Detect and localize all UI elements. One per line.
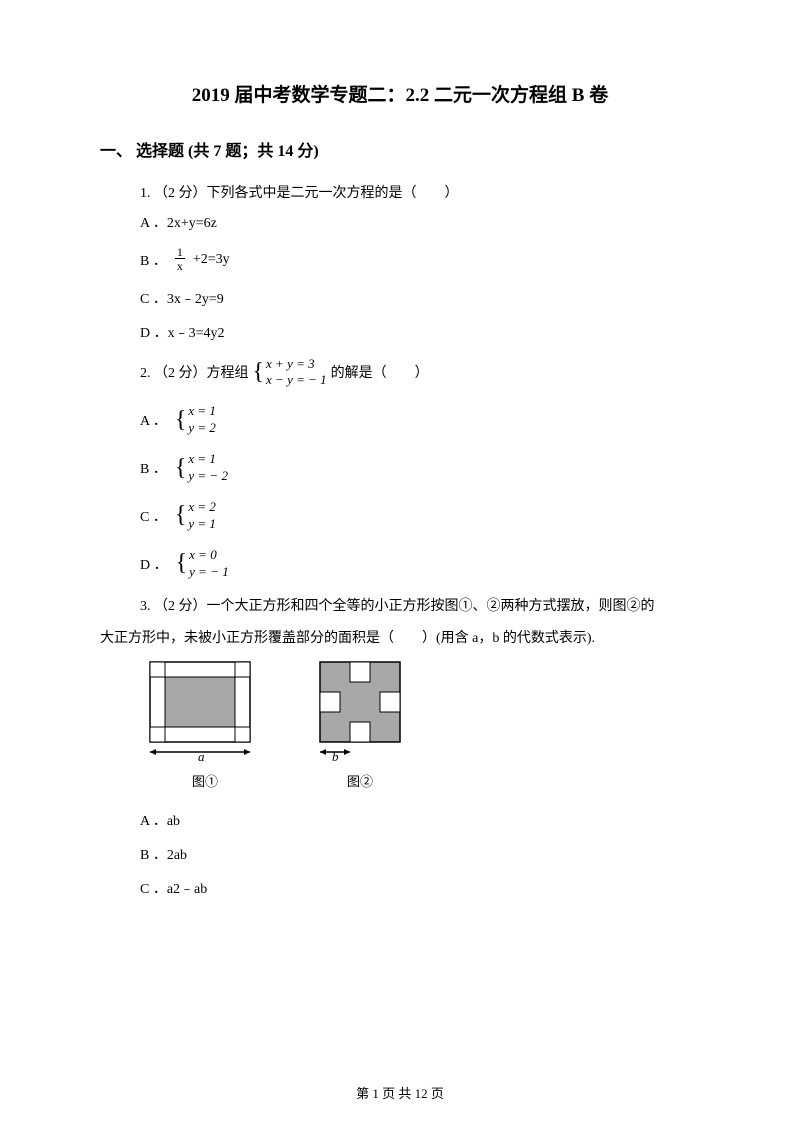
q1-b-prefix: B ． [140,250,167,270]
option-label: C ． [140,506,167,526]
equation-system: { x + y = 3 x − y = − 1 [253,356,327,390]
page-title: 2019 届中考数学专题二：2.2 二元一次方程组 B 卷 [100,80,700,107]
q2-option-b: B ． { x = 1 y = − 2 [140,451,700,485]
question-2: 2. （2 分）方程组 { x + y = 3 x − y = − 1 的解是（… [140,356,700,390]
sys-line1: x = 0 [189,547,229,564]
sys-line2: x − y = − 1 [266,372,327,389]
q2-option-a: A ． { x = 1 y = 2 [140,403,700,437]
sys-line2: y = 2 [188,420,216,437]
sys-line2: y = 1 [188,516,216,533]
page-footer: 第 1 页 共 12 页 [0,1083,800,1102]
brace-icon: { [175,455,187,482]
equation-system: { x = 2 y = 1 [175,499,216,533]
fraction-num: 1 [175,246,185,259]
brace-icon: { [175,502,187,529]
diagram-1-svg: a [140,657,270,767]
question-3-line1: 3. （2 分）一个大正方形和四个全等的小正方形按图①、②两种方式摆放，则图②的 [140,594,700,619]
diagram-2-svg: b [310,657,410,767]
fraction-icon: 1 x [175,246,185,273]
equation-system: { x = 0 y = − 1 [176,547,229,581]
q3-option-b: B ．2ab [140,844,700,864]
option-label: B ． [140,458,167,478]
q1-option-d: D ．x﹣3=4y2 [140,322,700,342]
equation-system: { x = 1 y = − 2 [175,451,228,485]
section-header: 一、 选择题 (共 7 题；共 14 分) [100,137,700,161]
q2-option-d: D ． { x = 0 y = − 1 [140,547,700,581]
brace-icon: { [175,407,187,434]
diagram-2: b 图② [310,657,410,790]
q3-option-a: A ．ab [140,810,700,830]
q1-option-b: B ． 1 x +2=3y [140,246,700,273]
brace-icon: { [253,359,265,386]
sys-line1: x = 2 [188,499,216,516]
diagram-1: a 图① [140,657,270,790]
q1-option-a: A ．2x+y=6z [140,212,700,232]
sys-line2: y = − 1 [189,564,229,581]
q2-prefix: 2. （2 分）方程组 [140,362,249,382]
fraction-den: x [175,259,185,273]
q2-option-c: C ． { x = 2 y = 1 [140,499,700,533]
option-label: A ． [140,410,167,430]
diagrams: a 图① b 图② [140,657,700,790]
q2-suffix: 的解是（ ） [331,362,429,382]
q1-b-suffix: +2=3y [193,252,230,268]
diagram-2-label-b: b [332,749,339,764]
question-3-line2: 大正方形中，未被小正方形覆盖部分的面积是（ ）(用含 a，b 的代数式表示). [100,626,700,651]
q1-option-c: C ．3x﹣2y=9 [140,288,700,308]
option-label: D ． [140,554,168,574]
sys-line1: x = 1 [188,451,228,468]
sys-line2: y = − 2 [188,468,228,485]
diagram-1-caption: 图① [192,771,218,790]
question-1: 1. （2 分）下列各式中是二元一次方程的是（ ） [140,181,700,206]
brace-icon: { [176,550,188,577]
sys-line1: x + y = 3 [266,356,327,373]
diagram-1-label-a: a [198,749,205,764]
diagram-2-caption: 图② [347,771,373,790]
q3-option-c: C ．a2﹣ab [140,878,700,898]
equation-system: { x = 1 y = 2 [175,403,216,437]
sys-line1: x = 1 [188,403,216,420]
